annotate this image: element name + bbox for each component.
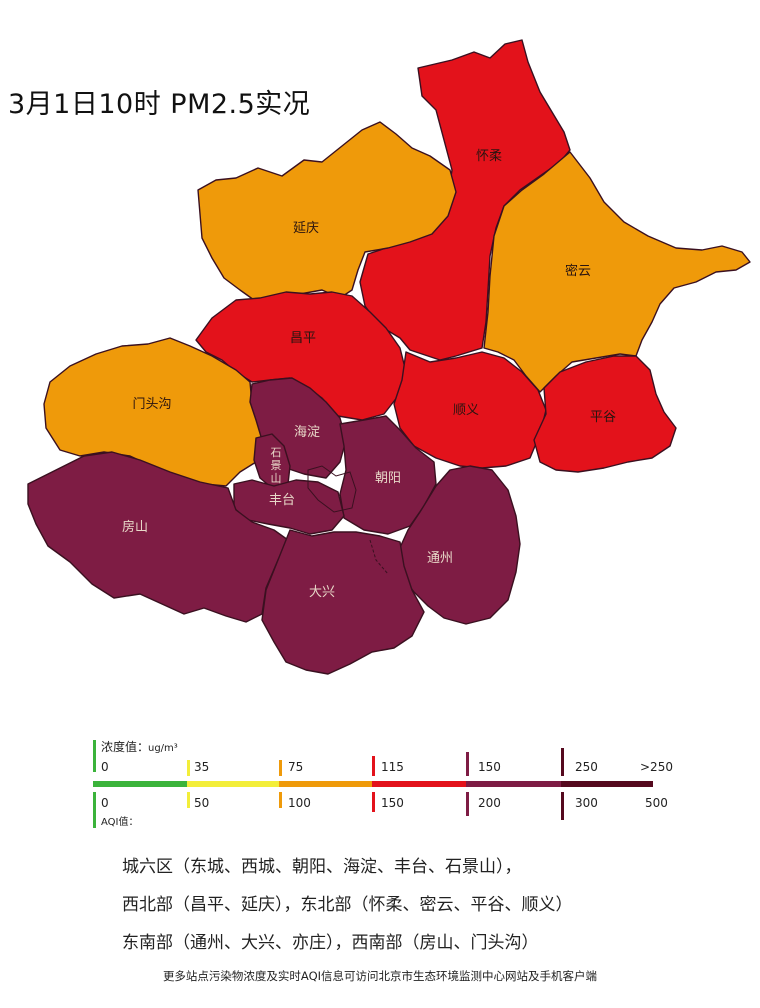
aqi-label-300: 300 bbox=[575, 796, 598, 810]
district-daxing[interactable] bbox=[261, 529, 425, 675]
note-line-2: 西北部（昌平、延庆），东北部（怀柔、密云、平谷、顺义） bbox=[122, 895, 573, 915]
bar-orange bbox=[279, 781, 372, 787]
aqi-label-500: 500 bbox=[645, 796, 668, 810]
concentration-header: 浓度值： ug/m³ bbox=[93, 739, 178, 772]
district-miyun[interactable] bbox=[483, 151, 751, 393]
label-huairou: 怀柔 bbox=[476, 149, 502, 164]
aqi-label: AQI值： bbox=[101, 815, 139, 828]
legend-tick-left-bottom bbox=[93, 792, 96, 828]
label-daxing: 大兴 bbox=[309, 585, 335, 600]
inner-city-boundary bbox=[307, 465, 357, 513]
bar-purple bbox=[466, 781, 561, 787]
label-shunyi: 顺义 bbox=[453, 403, 479, 418]
conc-label-0: 0 bbox=[101, 760, 109, 774]
conc-label-over250: >250 bbox=[640, 760, 673, 774]
label-miyun: 密云 bbox=[565, 263, 591, 279]
yizhuang-boundary bbox=[369, 539, 389, 575]
aqi-label-200: 200 bbox=[478, 796, 501, 810]
conc-tick-115 bbox=[372, 756, 375, 776]
region-notes: 城六区（东城、西城、朝阳、海淀、丰台、石景山）， 西北部（昌平、延庆），东北部（… bbox=[122, 848, 573, 962]
aqi-tick-150 bbox=[372, 792, 375, 812]
district-pinggu[interactable] bbox=[533, 355, 677, 473]
conc-label-150: 150 bbox=[478, 760, 501, 774]
conc-label-35: 35 bbox=[194, 760, 209, 774]
label-changping: 昌平 bbox=[290, 331, 316, 346]
concentration-label: 浓度值： bbox=[101, 739, 149, 754]
note-line-1: 城六区（东城、西城、朝阳、海淀、丰台、石景山）， bbox=[122, 857, 522, 877]
aqi-tick-50 bbox=[187, 792, 190, 808]
bar-yellow bbox=[187, 781, 279, 787]
conc-tick-250 bbox=[561, 748, 564, 776]
aqi-label-0: 0 bbox=[101, 796, 109, 810]
label-fengtai: 丰台 bbox=[269, 493, 295, 508]
district-shunyi[interactable] bbox=[393, 351, 547, 469]
label-pinggu: 平谷 bbox=[590, 410, 616, 425]
aqi-tick-300 bbox=[561, 792, 564, 820]
label-haidian: 海淀 bbox=[294, 425, 320, 440]
map-title: 3月1日10时 PM2.5实况 bbox=[8, 89, 311, 120]
conc-label-250: 250 bbox=[575, 760, 598, 774]
conc-tick-75 bbox=[279, 760, 282, 776]
conc-tick-150 bbox=[466, 752, 469, 776]
label-shijingshan: 石景山 bbox=[271, 446, 282, 485]
aqi-label-50: 50 bbox=[194, 796, 209, 810]
aqi-tick-100 bbox=[279, 792, 282, 808]
conc-label-115: 115 bbox=[381, 760, 404, 774]
bar-maroon bbox=[561, 781, 653, 787]
pollution-legend: 浓度值： ug/m³ 0 35 75 115 150 250 >250 0 50… bbox=[93, 739, 673, 828]
conc-tick-35 bbox=[187, 760, 190, 776]
label-mentougou: 门头沟 bbox=[132, 397, 171, 412]
concentration-unit: ug/m³ bbox=[148, 743, 178, 754]
aqi-label-150: 150 bbox=[381, 796, 404, 810]
conc-label-75: 75 bbox=[288, 760, 303, 774]
aqi-tick-200 bbox=[466, 792, 469, 816]
footer-note: 更多站点污染物浓度及实时AQI信息可访问北京市生态环境监测中心网站及手机客户端 bbox=[162, 969, 598, 983]
beijing-district-map: 怀柔 延庆 密云 昌平 门头沟 顺义 平谷 海淀 石景山 朝阳 丰台 房山 大兴… bbox=[27, 39, 751, 675]
note-line-3: 东南部（通州、大兴、亦庄），西南部（房山、门头沟） bbox=[122, 933, 539, 953]
legend-tick-left-top bbox=[93, 740, 96, 772]
bar-red bbox=[372, 781, 466, 787]
aqi-label-100: 100 bbox=[288, 796, 311, 810]
label-yanqing: 延庆 bbox=[293, 221, 319, 236]
label-tongzhou: 通州 bbox=[427, 551, 453, 566]
label-fangshan: 房山 bbox=[122, 519, 148, 535]
bar-green bbox=[93, 781, 187, 787]
label-chaoyang: 朝阳 bbox=[375, 471, 401, 486]
